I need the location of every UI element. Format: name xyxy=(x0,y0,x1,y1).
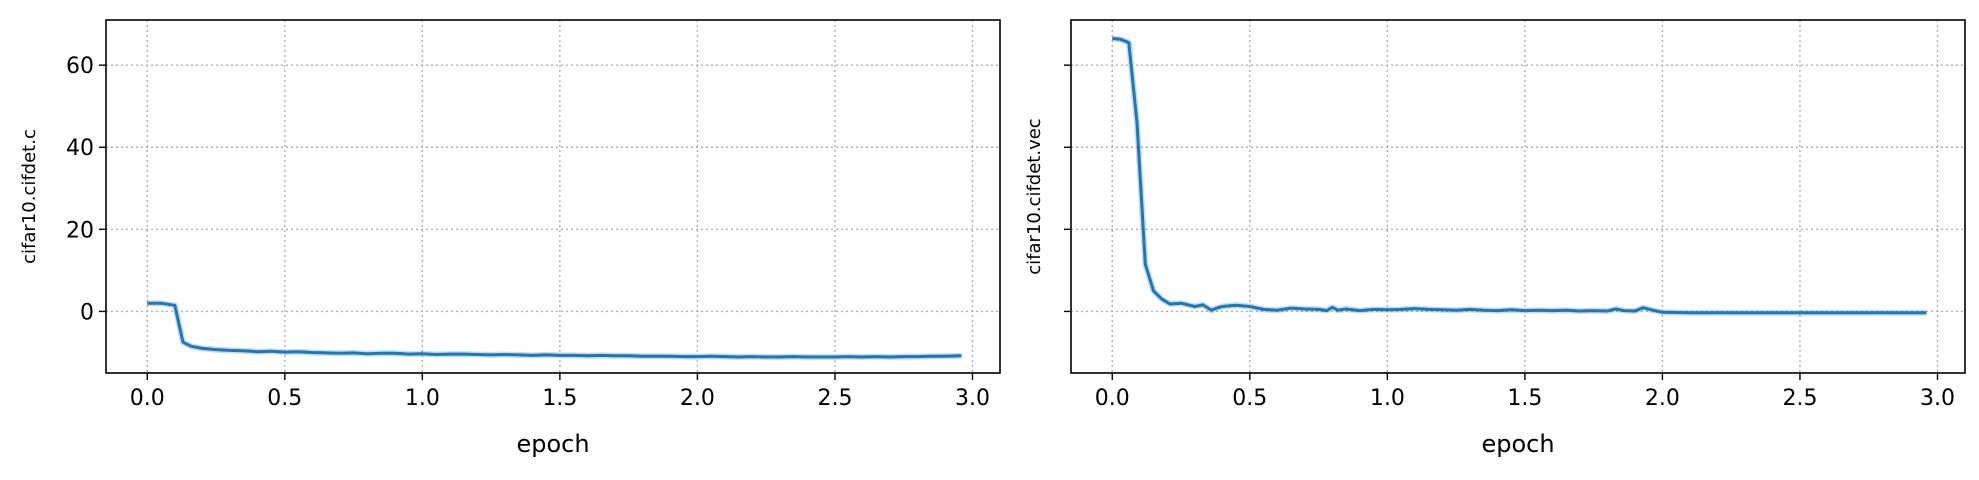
right-y-axis-label: cifar10.cifdet.vec xyxy=(1024,118,1045,274)
right-subplot: 0.0 0.5 1.0 1.5 2.0 2.5 3.0 epoch cifar10.cifd… xyxy=(1024,19,1966,458)
left-x-tick-label: 1.0 xyxy=(405,386,440,411)
right-x-tick-label: 1.5 xyxy=(1507,386,1542,411)
right-y-ticks xyxy=(1064,64,1071,313)
left-x-tick-label: 3.0 xyxy=(955,386,990,411)
right-x-tick-label: 0.5 xyxy=(1232,386,1267,411)
right-x-tick-label: 2.0 xyxy=(1645,386,1680,411)
right-x-ticks: 0.0 0.5 1.0 1.5 2.0 2.5 3.0 xyxy=(1095,373,1955,411)
left-x-ticks: 0.0 0.5 1.0 1.5 2.0 2.5 3.0 xyxy=(130,373,990,411)
left-y-tick-label: 0 xyxy=(80,300,94,325)
left-y-ticks: 0 20 40 60 xyxy=(66,54,106,325)
left-y-tick-label: 20 xyxy=(66,218,94,243)
left-axes-frame xyxy=(105,19,1001,374)
left-x-axis-label: epoch xyxy=(516,430,589,458)
left-x-tick-label: 2.5 xyxy=(817,386,852,411)
right-x-tick-label: 3.0 xyxy=(1920,386,1955,411)
left-y-tick-label: 40 xyxy=(66,136,94,161)
right-x-axis-label: epoch xyxy=(1481,430,1554,458)
right-x-tick-label: 2.5 xyxy=(1782,386,1817,411)
left-series-group xyxy=(147,300,962,360)
left-x-tick-label: 2.0 xyxy=(680,386,715,411)
left-x-tick-label: 0.5 xyxy=(267,386,302,411)
left-x-tick-label: 1.5 xyxy=(542,386,577,411)
left-grid xyxy=(106,20,1000,373)
left-y-tick-label: 60 xyxy=(66,54,94,79)
left-subplot: 0.0 0.5 1.0 1.5 2.0 2.5 3.0 0 20 40 60 epoch cifa… xyxy=(19,19,1001,458)
right-series-line xyxy=(1112,37,1927,315)
right-x-tick-label: 0.0 xyxy=(1095,386,1130,411)
right-x-tick-label: 1.0 xyxy=(1370,386,1405,411)
left-y-axis-label: cifar10.cifdet.c xyxy=(19,129,40,264)
left-x-tick-label: 0.0 xyxy=(130,386,165,411)
right-series-group xyxy=(1112,35,1927,316)
left-series-line xyxy=(147,301,962,359)
right-axes-frame xyxy=(1070,19,1966,374)
